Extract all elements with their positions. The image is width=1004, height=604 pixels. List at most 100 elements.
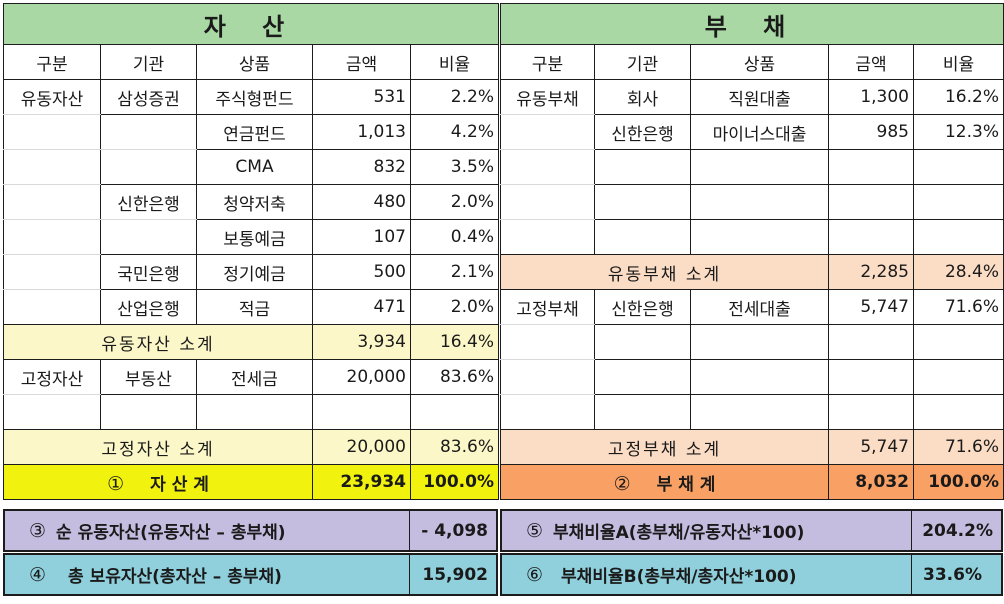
category-cell bbox=[3, 254, 101, 290]
subtotal-amount: 2,285 bbox=[828, 254, 914, 290]
amount-cell: 480 bbox=[312, 184, 411, 220]
assets-title: 자 산 bbox=[3, 3, 499, 45]
category-cell bbox=[500, 219, 595, 255]
product-cell bbox=[690, 149, 829, 185]
total-ratio: 100.0% bbox=[410, 464, 499, 500]
ratio-cell bbox=[913, 324, 1004, 360]
assets-total-row: ① 자 산 계 23,934 100.0% bbox=[3, 464, 499, 500]
ratio-cell: 16.2% bbox=[913, 79, 1004, 115]
summary-label-text: 총 보유자산(총자산 – 총부채) bbox=[68, 567, 282, 587]
ratio-cell: 2.2% bbox=[410, 79, 499, 115]
product-cell bbox=[690, 394, 829, 430]
total-label: ① 자 산 계 bbox=[3, 464, 313, 500]
marker-6: ⑥ bbox=[526, 563, 544, 586]
table-row: 고정부채 신한은행 전세대출 5,747 71.6% bbox=[500, 289, 1004, 325]
institution-cell: 회사 bbox=[594, 79, 691, 115]
product-cell: 보통예금 bbox=[196, 219, 313, 255]
amount-cell bbox=[828, 359, 914, 395]
product-cell: CMA bbox=[196, 149, 313, 185]
total-label-text: 부 채 계 bbox=[656, 474, 716, 495]
ratio-cell bbox=[913, 184, 1004, 220]
table-row bbox=[500, 324, 1004, 360]
amount-cell: 107 bbox=[312, 219, 411, 255]
product-cell: 전세금 bbox=[196, 359, 313, 395]
institution-cell bbox=[100, 394, 197, 430]
subtotal-ratio: 71.6% bbox=[913, 429, 1004, 465]
liabilities-header-row: 구분 기관 상품 금액 비율 bbox=[500, 44, 1004, 80]
product-cell: 전세대출 bbox=[690, 289, 829, 325]
table-row bbox=[500, 184, 1004, 220]
product-cell: 청약저축 bbox=[196, 184, 313, 220]
col-header-ratio: 비율 bbox=[410, 44, 499, 80]
amount-cell bbox=[312, 394, 411, 430]
current-assets-subtotal-row: 유동자산 소계 3,934 16.4% bbox=[3, 324, 499, 360]
subtotal-amount: 3,934 bbox=[312, 324, 411, 360]
institution-cell bbox=[594, 184, 691, 220]
institution-cell: 삼성증권 bbox=[100, 79, 197, 115]
table-row: 유동자산 삼성증권 주식형펀드 531 2.2% bbox=[3, 79, 499, 115]
category-cell: 유동부채 bbox=[500, 79, 595, 115]
subtotal-label: 유동부채 소계 bbox=[500, 254, 829, 290]
col-header-product: 상품 bbox=[690, 44, 829, 80]
liabilities-total-row: ② 부 채 계 8,032 100.0% bbox=[500, 464, 1004, 500]
table-row: 산업은행 적금 471 2.0% bbox=[3, 289, 499, 325]
institution-cell: 산업은행 bbox=[100, 289, 197, 325]
net-total-assets-box: ④ 총 보유자산(총자산 – 총부채) 15,902 bbox=[3, 553, 498, 596]
category-cell bbox=[500, 359, 595, 395]
product-cell bbox=[690, 324, 829, 360]
ratio-cell bbox=[913, 394, 1004, 430]
amount-cell: 1,013 bbox=[312, 114, 411, 150]
ratio-cell bbox=[913, 359, 1004, 395]
category-cell bbox=[500, 324, 595, 360]
summary-value: - 4,098 bbox=[409, 511, 496, 550]
marker-4: ④ bbox=[29, 563, 47, 586]
table-row bbox=[500, 149, 1004, 185]
category-cell bbox=[500, 184, 595, 220]
ratio-cell: 2.0% bbox=[410, 184, 499, 220]
category-cell: 고정부채 bbox=[500, 289, 595, 325]
subtotal-label: 고정자산 소계 bbox=[3, 429, 313, 465]
marker-3: ③ bbox=[29, 519, 47, 542]
ratio-cell: 3.5% bbox=[410, 149, 499, 185]
col-header-institution: 기관 bbox=[594, 44, 691, 80]
subtotal-amount: 20,000 bbox=[312, 429, 411, 465]
product-cell: 직원대출 bbox=[690, 79, 829, 115]
col-header-amount: 금액 bbox=[312, 44, 411, 80]
amount-cell: 20,000 bbox=[312, 359, 411, 395]
product-cell bbox=[196, 394, 313, 430]
category-cell bbox=[500, 149, 595, 185]
summary-value: 33.6% bbox=[911, 555, 1001, 594]
amount-cell bbox=[828, 394, 914, 430]
amount-cell: 5,747 bbox=[828, 289, 914, 325]
total-amount: 23,934 bbox=[312, 464, 411, 500]
ratio-cell bbox=[913, 219, 1004, 255]
total-amount: 8,032 bbox=[828, 464, 914, 500]
product-cell bbox=[690, 184, 829, 220]
marker-5: ⑤ bbox=[526, 519, 544, 542]
summary-label-text: 순 유동자산(유동자산 – 총부채) bbox=[56, 523, 286, 543]
col-header-category: 구분 bbox=[3, 44, 101, 80]
product-cell: 연금펀드 bbox=[196, 114, 313, 150]
subtotal-ratio: 28.4% bbox=[913, 254, 1004, 290]
amount-cell: 832 bbox=[312, 149, 411, 185]
product-cell bbox=[690, 359, 829, 395]
net-current-assets-box: ③ 순 유동자산(유동자산 – 총부채) - 4,098 bbox=[3, 509, 498, 552]
product-cell bbox=[690, 219, 829, 255]
category-cell bbox=[3, 149, 101, 185]
col-header-category: 구분 bbox=[500, 44, 595, 80]
ratio-cell: 2.1% bbox=[410, 254, 499, 290]
institution-cell: 신한은행 bbox=[100, 184, 197, 220]
amount-cell: 500 bbox=[312, 254, 411, 290]
amount-cell: 471 bbox=[312, 289, 411, 325]
marker-2: ② bbox=[613, 472, 631, 495]
category-cell: 유동자산 bbox=[3, 79, 101, 115]
institution-cell bbox=[594, 394, 691, 430]
amount-cell: 1,300 bbox=[828, 79, 914, 115]
ratio-cell: 83.6% bbox=[410, 359, 499, 395]
table-row: 연금펀드 1,013 4.2% bbox=[3, 114, 499, 150]
table-row: 유동부채 회사 직원대출 1,300 16.2% bbox=[500, 79, 1004, 115]
institution-cell: 국민은행 bbox=[100, 254, 197, 290]
col-header-ratio: 비율 bbox=[913, 44, 1004, 80]
category-cell bbox=[3, 289, 101, 325]
amount-cell bbox=[828, 149, 914, 185]
